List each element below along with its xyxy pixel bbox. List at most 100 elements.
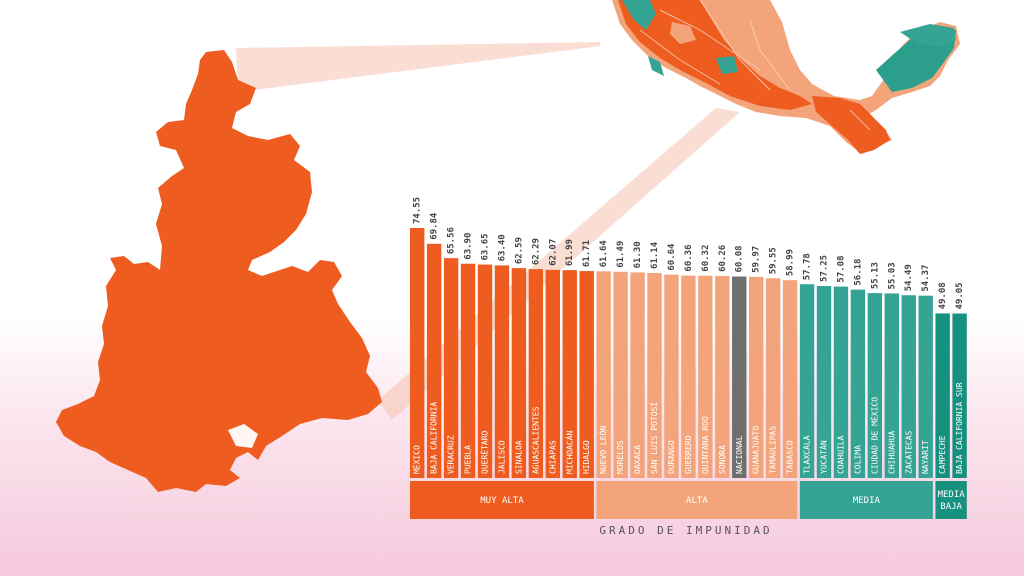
bar (545, 269, 560, 478)
bar (952, 313, 967, 478)
group-label: MUY ALTA (480, 496, 524, 506)
data-label: 60.36 (684, 244, 694, 271)
data-label: 59.55 (769, 247, 779, 274)
group-band (799, 481, 933, 519)
bar (918, 295, 933, 478)
x-axis-title: GRADO DE IMPUNIDAD (599, 524, 773, 537)
bar (782, 280, 798, 478)
bar (410, 228, 425, 478)
data-label: 69.84 (430, 212, 440, 240)
bar (528, 269, 544, 478)
bar (867, 293, 883, 478)
bar (884, 293, 899, 478)
bar (715, 275, 730, 478)
data-label: 62.59 (514, 237, 524, 264)
data-label: 60.26 (718, 245, 728, 272)
category-label: NUEVO LEÓN (597, 426, 608, 474)
category-label: TABASCO (786, 440, 795, 474)
category-label: DURANGO (667, 440, 676, 474)
category-label: YUCATÁN (818, 440, 829, 474)
bar (494, 265, 510, 478)
data-label: 62.07 (548, 239, 558, 266)
category-label: CHIAPAS (548, 440, 557, 474)
bar (698, 275, 713, 478)
bar (579, 271, 594, 478)
category-label: OAXACA (633, 445, 642, 474)
bar (460, 263, 476, 478)
bar (749, 276, 764, 478)
bar (664, 274, 679, 478)
data-label: 61.14 (650, 241, 660, 269)
data-label: 49.08 (938, 282, 948, 309)
bar (681, 275, 696, 478)
data-label: 60.08 (735, 245, 745, 272)
category-label: GUANAJUATO (752, 426, 761, 474)
category-label: CIUDAD DE MÉXICO (868, 397, 879, 474)
data-label: 57.78 (803, 253, 813, 280)
category-label: ZACATECAS (904, 430, 913, 474)
data-label: 62.29 (531, 238, 541, 265)
data-label: 55.13 (870, 262, 880, 289)
bar (511, 268, 527, 478)
category-label: SAN LUIS POTOSÍ (648, 402, 659, 474)
group-label: ALTA (686, 496, 708, 506)
bar (850, 289, 866, 478)
category-label: QUINTANA ROO (701, 416, 710, 474)
bar (799, 284, 815, 478)
data-label: 60.64 (667, 243, 677, 271)
category-label: BAJA CALIFORNIA (430, 402, 439, 474)
category-label: MORELOS (616, 440, 625, 474)
data-label: 57.08 (836, 255, 846, 282)
data-label: 56.18 (853, 259, 863, 286)
data-label: 60.32 (701, 245, 711, 272)
bar (426, 243, 442, 478)
category-label: SONORA (718, 445, 727, 474)
data-label: 74.55 (413, 197, 423, 224)
category-label: TAMAULIPAS (769, 426, 778, 474)
category-label: MICHOACÁN (563, 430, 574, 474)
category-label: TLAXCALA (803, 435, 812, 474)
data-label: 61.99 (565, 239, 575, 266)
bar (562, 270, 577, 478)
category-label: HIDALGO (582, 440, 591, 474)
group-band (935, 481, 967, 519)
category-label: NACIONAL (735, 435, 744, 474)
category-label: COAHUILA (836, 435, 845, 474)
data-label: 55.03 (887, 262, 897, 289)
category-label: PUEBLA (464, 445, 473, 474)
data-label: 63.40 (497, 234, 507, 261)
group-band (596, 481, 798, 519)
category-label: JALISCO (497, 440, 506, 474)
bar (816, 286, 832, 478)
data-label: 61.71 (582, 240, 592, 267)
category-label: SINALOA (514, 440, 523, 474)
bar (477, 264, 493, 478)
bar (647, 272, 662, 478)
data-label: 58.99 (786, 249, 796, 276)
category-label: GUERRERO (684, 435, 693, 474)
category-label: VERACRUZ (447, 435, 456, 474)
category-label: CAMPECHE (938, 435, 947, 474)
group-label: MEDIA BAJA (938, 490, 966, 512)
data-label: 59.97 (752, 246, 762, 273)
bar (901, 295, 916, 478)
bar (732, 276, 747, 478)
bar (613, 271, 628, 478)
data-label: 61.49 (616, 241, 626, 268)
bar (833, 286, 849, 478)
category-label: BAJA CALIFORNIA SUR (955, 382, 964, 474)
data-label: 63.90 (464, 233, 474, 260)
data-label: 49.05 (955, 282, 965, 309)
bar (765, 278, 781, 478)
category-label: NAYARIT (921, 440, 930, 474)
data-label: 61.64 (599, 240, 609, 268)
category-label: QUERÉTARO (479, 430, 490, 474)
data-label: 54.37 (921, 265, 931, 292)
data-label: 57.25 (820, 255, 830, 282)
category-label: CHIHUAHUA (887, 430, 896, 474)
bar (596, 271, 611, 478)
category-label: COLIMA (853, 445, 862, 474)
